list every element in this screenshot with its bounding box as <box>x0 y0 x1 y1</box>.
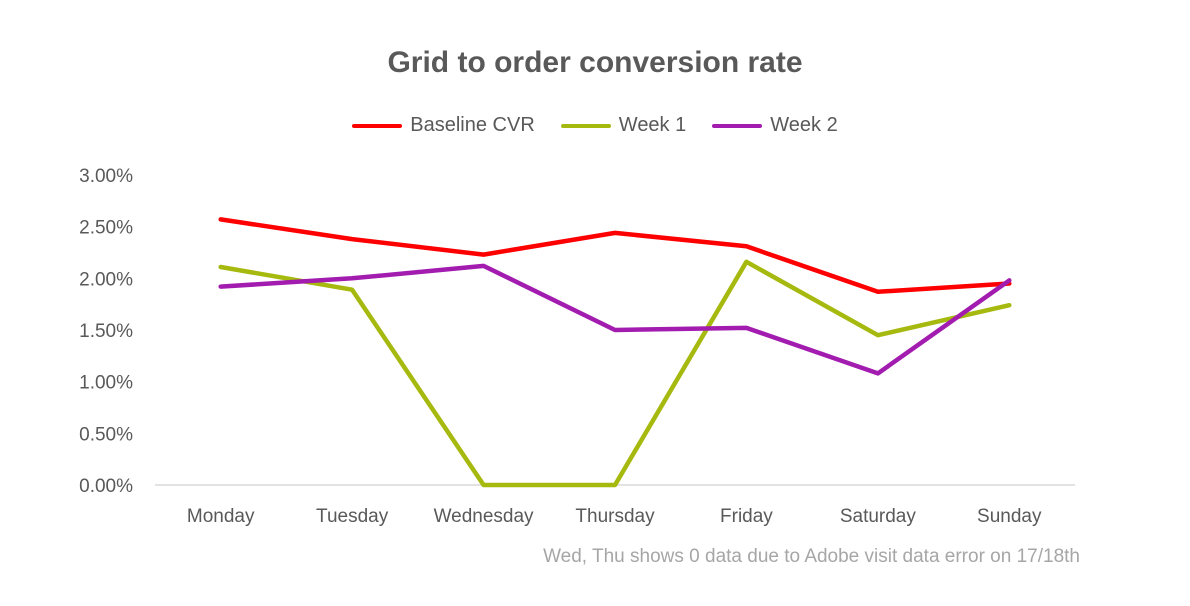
chart-legend: Baseline CVR Week 1 Week 2 <box>0 114 1190 137</box>
x-tick-label: Tuesday <box>316 506 389 527</box>
chart-annotation: Wed, Thu shows 0 data due to Adobe visit… <box>543 546 1080 567</box>
legend-item-week-1: Week 1 <box>560 114 687 137</box>
series-line-baseline-cvr <box>218 217 1012 295</box>
chart-title: Grid to order conversion rate <box>387 46 803 79</box>
series-line-week-2 <box>218 263 1012 376</box>
legend-label-week-1: Week 1 <box>618 114 687 136</box>
legend-item-baseline: Baseline CVR <box>352 114 535 137</box>
legend-label-week-2: Week 2 <box>770 114 838 136</box>
legend-item-week-2: Week 2 <box>712 114 838 137</box>
x-tick-label: Thursday <box>575 506 655 527</box>
series-line-week-1 <box>218 259 1012 488</box>
legend-swatch-week-2 <box>712 123 763 128</box>
y-tick-label: 2.00% <box>79 269 133 290</box>
x-tick-label: Sunday <box>977 506 1042 527</box>
x-tick-label: Saturday <box>840 506 917 527</box>
legend-swatch-week-1 <box>560 123 611 128</box>
x-tick-label: Monday <box>187 506 255 527</box>
x-tick-label: Friday <box>720 506 773 527</box>
legend-label-baseline: Baseline CVR <box>410 114 535 136</box>
y-tick-label: 0.50% <box>79 424 133 445</box>
x-tick-label: Wednesday <box>434 506 534 527</box>
y-tick-label: 1.50% <box>79 321 133 342</box>
legend-swatch-baseline <box>352 123 403 128</box>
y-tick-label: 2.50% <box>79 218 133 239</box>
y-tick-label: 1.00% <box>79 373 133 394</box>
y-tick-label: 3.00% <box>79 166 133 187</box>
y-tick-label: 0.00% <box>79 476 133 497</box>
